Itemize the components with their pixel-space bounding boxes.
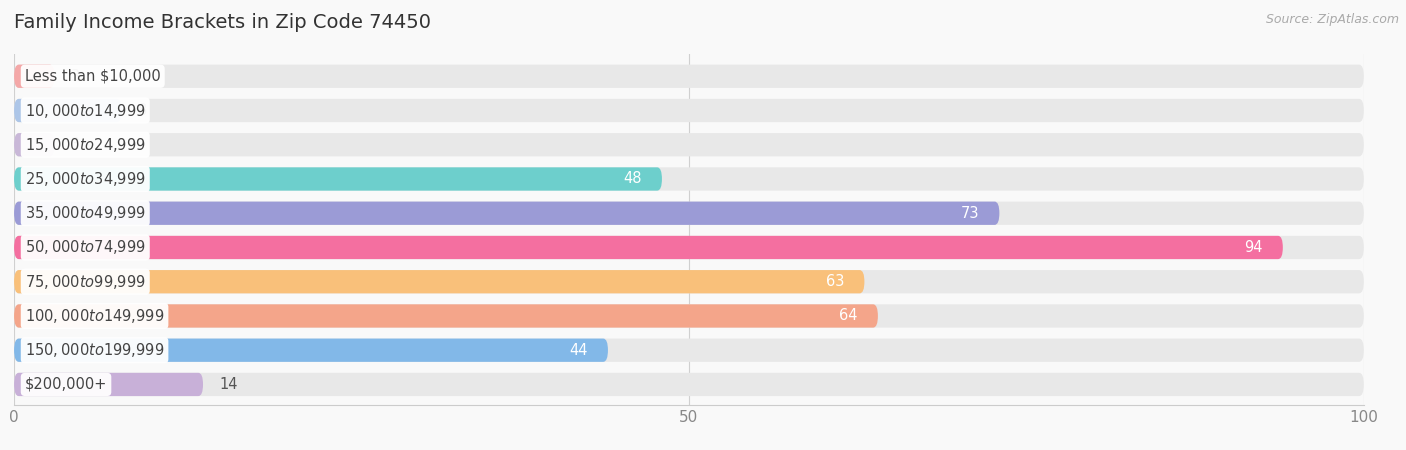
FancyBboxPatch shape xyxy=(14,133,1364,157)
Text: 64: 64 xyxy=(839,308,858,324)
FancyBboxPatch shape xyxy=(14,304,1364,328)
Text: 94: 94 xyxy=(1244,240,1263,255)
Text: 14: 14 xyxy=(219,377,238,392)
FancyBboxPatch shape xyxy=(14,304,877,328)
FancyBboxPatch shape xyxy=(14,338,1364,362)
FancyBboxPatch shape xyxy=(14,338,607,362)
Text: $100,000 to $149,999: $100,000 to $149,999 xyxy=(25,307,165,325)
Text: $75,000 to $99,999: $75,000 to $99,999 xyxy=(25,273,146,291)
Text: 3: 3 xyxy=(70,69,80,84)
FancyBboxPatch shape xyxy=(14,236,1282,259)
FancyBboxPatch shape xyxy=(14,167,1364,191)
Text: 3: 3 xyxy=(70,137,80,152)
FancyBboxPatch shape xyxy=(14,167,662,191)
FancyBboxPatch shape xyxy=(14,202,1000,225)
Text: Less than $10,000: Less than $10,000 xyxy=(25,69,160,84)
Text: $15,000 to $24,999: $15,000 to $24,999 xyxy=(25,136,146,154)
FancyBboxPatch shape xyxy=(14,65,55,88)
Text: 8: 8 xyxy=(138,103,148,118)
Text: $35,000 to $49,999: $35,000 to $49,999 xyxy=(25,204,146,222)
Text: 48: 48 xyxy=(623,171,641,186)
FancyBboxPatch shape xyxy=(14,373,1364,396)
Text: 44: 44 xyxy=(569,343,588,358)
FancyBboxPatch shape xyxy=(14,373,202,396)
FancyBboxPatch shape xyxy=(14,133,55,157)
FancyBboxPatch shape xyxy=(14,202,1364,225)
Text: Source: ZipAtlas.com: Source: ZipAtlas.com xyxy=(1265,14,1399,27)
Text: $150,000 to $199,999: $150,000 to $199,999 xyxy=(25,341,165,359)
Text: 63: 63 xyxy=(825,274,844,289)
FancyBboxPatch shape xyxy=(14,65,1364,88)
Text: $25,000 to $34,999: $25,000 to $34,999 xyxy=(25,170,146,188)
Text: $50,000 to $74,999: $50,000 to $74,999 xyxy=(25,238,146,256)
FancyBboxPatch shape xyxy=(14,270,1364,293)
Text: 73: 73 xyxy=(960,206,979,221)
Text: $200,000+: $200,000+ xyxy=(25,377,107,392)
FancyBboxPatch shape xyxy=(14,270,865,293)
Text: Family Income Brackets in Zip Code 74450: Family Income Brackets in Zip Code 74450 xyxy=(14,14,432,32)
FancyBboxPatch shape xyxy=(14,99,1364,122)
Text: $10,000 to $14,999: $10,000 to $14,999 xyxy=(25,102,146,120)
FancyBboxPatch shape xyxy=(14,236,1364,259)
FancyBboxPatch shape xyxy=(14,99,122,122)
